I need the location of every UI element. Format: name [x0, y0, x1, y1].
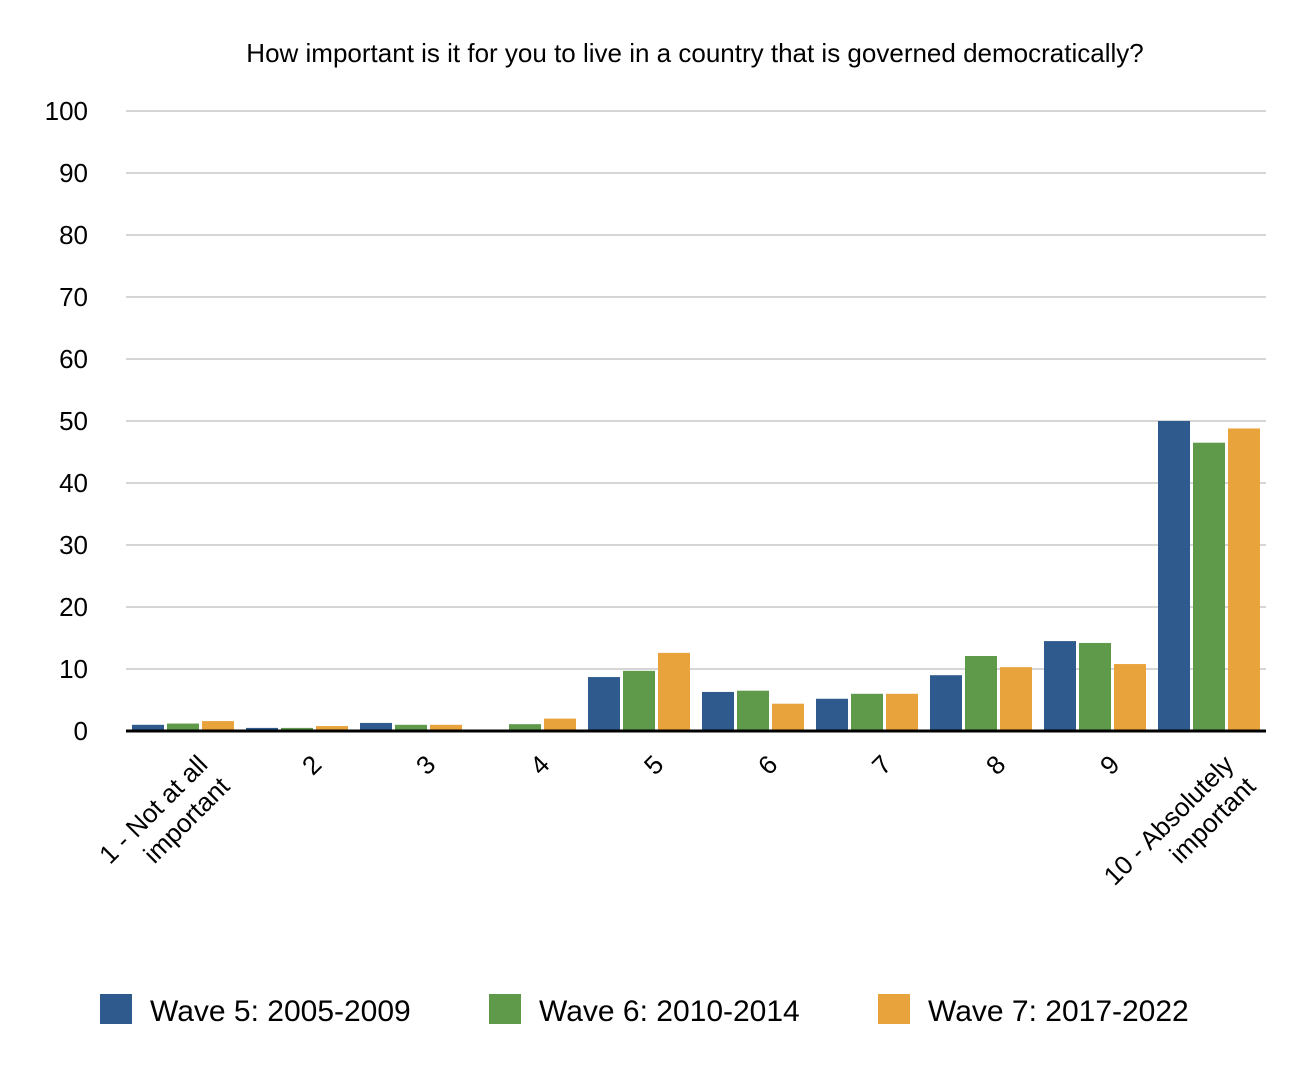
bar: [246, 727, 278, 731]
bar: [1114, 664, 1146, 731]
bar: [658, 652, 690, 731]
x-tick-label: 9: [1094, 749, 1125, 780]
bar: [623, 670, 655, 731]
y-tick-label: 70: [59, 282, 88, 312]
gridlines: [126, 110, 1266, 670]
y-tick-label: 0: [74, 716, 88, 746]
y-tick-label: 30: [59, 530, 88, 560]
x-tick-label: 6: [752, 749, 783, 780]
x-tick-label: 5: [638, 749, 669, 780]
x-tick-label-line: 8: [980, 749, 1011, 780]
bar: [1158, 421, 1190, 731]
bar: [1228, 428, 1260, 731]
bar: [1079, 642, 1111, 731]
bar: [702, 691, 734, 731]
y-tick-label: 100: [45, 96, 88, 126]
x-tick-label-line: 3: [410, 749, 441, 780]
y-tick-label: 40: [59, 468, 88, 498]
bar: [851, 693, 883, 731]
x-tick-label: 8: [980, 749, 1011, 780]
y-tick-label: 20: [59, 592, 88, 622]
x-tick-label-line: 4: [524, 749, 555, 780]
chart-title: How important is it for you to live in a…: [246, 38, 1143, 68]
x-tick-label-line: 6: [752, 749, 783, 780]
bar: [1000, 667, 1032, 731]
x-tick-label-line: 5: [638, 749, 669, 780]
bars: [132, 421, 1260, 731]
x-tick-label-line: 9: [1094, 749, 1125, 780]
bar: [1044, 641, 1076, 731]
y-tick-label: 90: [59, 158, 88, 188]
bar: [965, 655, 997, 731]
x-tick-label: 4: [524, 749, 555, 780]
legend-swatch: [100, 994, 132, 1024]
x-tick-label: 3: [410, 749, 441, 780]
y-axis-ticks: 0 10 20 30 40 50 60 70 80 90 100: [45, 96, 88, 746]
y-tick-label: 60: [59, 344, 88, 374]
y-tick-label: 50: [59, 406, 88, 436]
bar: [1193, 442, 1225, 731]
y-tick-label: 10: [59, 654, 88, 684]
legend: Wave 5: 2005-2009 Wave 6: 2010-2014 Wave 7…: [100, 994, 1189, 1028]
legend-label: Wave 6: 2010-2014: [539, 995, 800, 1028]
bar: [167, 723, 199, 731]
bar: [316, 726, 348, 731]
x-tick-label: 2: [296, 749, 327, 780]
bar: [544, 718, 576, 731]
bar: [395, 724, 427, 731]
legend-swatch: [489, 994, 521, 1024]
legend-swatch: [878, 994, 910, 1024]
x-tick-label-line: 2: [296, 749, 327, 780]
x-tick-label: 7: [866, 749, 897, 780]
bar: [360, 722, 392, 731]
y-tick-label: 80: [59, 220, 88, 250]
bar: [737, 690, 769, 731]
bar: [930, 675, 962, 731]
bar: [430, 724, 462, 731]
x-tick-label-line: 7: [866, 749, 897, 780]
legend-label: Wave 7: 2017-2022: [928, 995, 1189, 1028]
bar: [202, 721, 234, 731]
legend-label: Wave 5: 2005-2009: [150, 995, 411, 1028]
bar: [132, 724, 164, 731]
bar: [816, 698, 848, 731]
bar: [886, 693, 918, 731]
bar: [509, 724, 541, 731]
bar: [588, 677, 620, 731]
bar: [772, 703, 804, 731]
bar: [281, 727, 313, 731]
